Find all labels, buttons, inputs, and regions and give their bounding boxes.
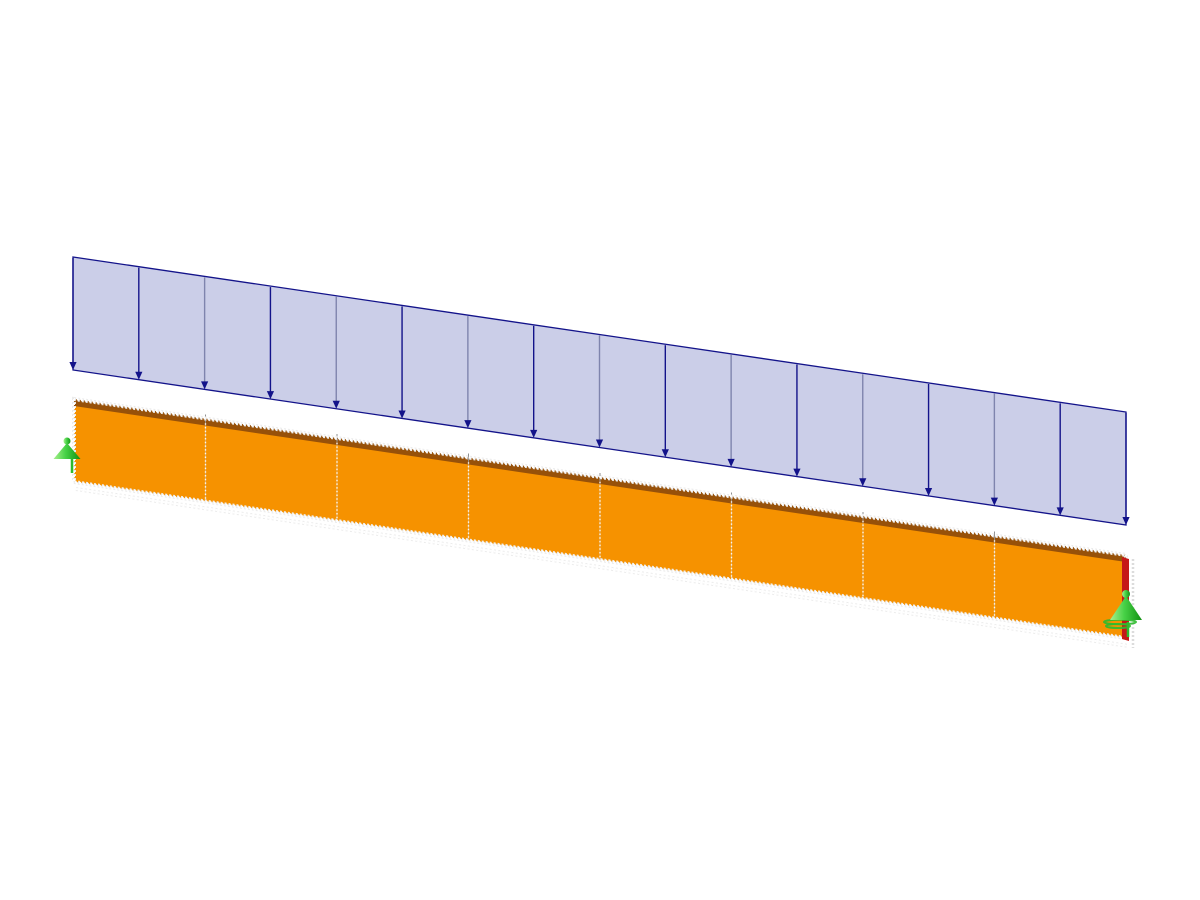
load-arrow-head: [201, 381, 209, 390]
load-arrow-head: [924, 487, 933, 496]
beam-bottom-stipple: [75, 488, 1130, 648]
load-arrow-head: [1122, 517, 1130, 526]
load-arrow-head: [661, 449, 669, 458]
load-arrow-head: [266, 391, 275, 400]
load-arrow-head: [332, 400, 340, 409]
load-arrow-head: [530, 429, 538, 438]
beam-plate[interactable]: [72, 396, 1135, 649]
load-arrow-head: [595, 439, 604, 448]
load-arrow-head: [135, 371, 143, 380]
load-arrow-head: [69, 362, 77, 370]
load-arrow-head: [464, 420, 472, 429]
support-roller-disk: [1105, 623, 1131, 629]
support-left[interactable]: [53, 437, 81, 474]
load-arrow-head: [1056, 507, 1064, 516]
load-arrow-head: [990, 497, 998, 506]
distributed-load[interactable]: [69, 256, 1130, 526]
support-knob: [63, 437, 71, 445]
support-cone: [53, 443, 81, 459]
supports[interactable]: [53, 437, 1143, 638]
support-knob: [1122, 590, 1130, 598]
load-arrow-head: [398, 410, 406, 419]
load-arrow-head: [859, 478, 867, 487]
load-arrow-head: [793, 468, 801, 477]
load-arrow-head: [727, 458, 735, 467]
support-right[interactable]: [1103, 590, 1142, 637]
support-cone: [1110, 596, 1142, 620]
